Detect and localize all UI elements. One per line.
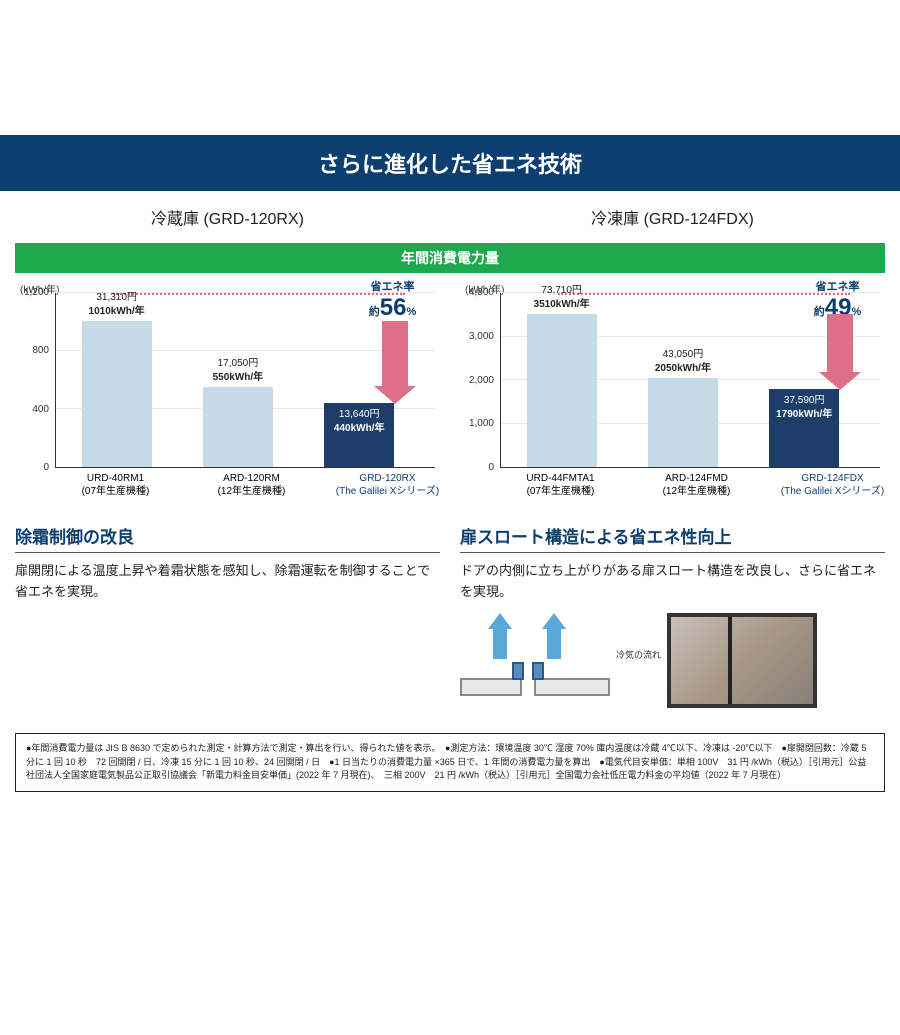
door-slot <box>534 678 610 696</box>
feature-2-heading: 扉スロート構造による省エネ性向上 <box>460 523 885 553</box>
x-label: URD-40RM1(07年生産機種) <box>63 472 168 498</box>
door-diagram <box>460 613 610 708</box>
y-tick-label: 3,000 <box>464 331 494 342</box>
chart-left-title: 冷蔵庫 (GRD-120RX) <box>15 191 440 243</box>
savings-badge: 省エネ率約56% <box>345 278 440 322</box>
y-tick-label: 1,000 <box>464 418 494 429</box>
footnote: ●年間消費電力量は JIS B 8630 で定められた測定・計算方法で測定・算出… <box>15 733 885 793</box>
chart-left: (kWh/年)31,310円1010kWh/年17,050円550kWh/年13… <box>15 283 440 503</box>
chart-right-title: 冷凍庫 (GRD-124FDX) <box>460 191 885 243</box>
bar: 31,310円1010kWh/年 <box>82 321 152 467</box>
x-label: ARD-120RM(12年生産機種) <box>199 472 304 498</box>
bar-value: 73,710円3510kWh/年 <box>527 284 597 312</box>
savings-arrow-icon <box>819 314 861 389</box>
door-ridge <box>512 662 524 680</box>
bar: 37,590円1790kWh/年 <box>769 389 839 467</box>
bar-value: 13,640円440kWh/年 <box>324 408 394 436</box>
y-tick-label: 0 <box>464 462 494 473</box>
y-tick-label: 400 <box>19 404 49 415</box>
feature-2: 扉スロート構造による省エネ性向上 ドアの内側に立ち上がりがある扉スロート構造を改… <box>460 523 885 708</box>
feature-1: 除霜制御の改良 扉開閉による温度上昇や着霜状態を感知し、除霜運転を制御することで… <box>15 523 440 708</box>
y-tick-label: 0 <box>19 462 49 473</box>
airflow-label: 冷気の流れ <box>616 648 661 661</box>
feature-1-heading: 除霜制御の改良 <box>15 523 440 553</box>
bar-value: 31,310円1010kWh/年 <box>82 291 152 319</box>
x-label: GRD-124FDX(The Galilei Xシリーズ) <box>780 472 885 498</box>
savings-arrow-icon <box>374 321 416 404</box>
feature-2-text: ドアの内側に立ち上がりがある扉スロート構造を改良し、さらに省エネを実現。 <box>460 561 885 603</box>
door-photo <box>667 613 817 708</box>
door-ridge <box>532 662 544 680</box>
y-tick-label: 2,000 <box>464 375 494 386</box>
feature-1-text: 扉開閉による温度上昇や着霜状態を感知し、除霜運転を制御することで省エネを実現。 <box>15 561 440 603</box>
y-tick-label: 1,200 <box>19 287 49 298</box>
chart-titles-row: 冷蔵庫 (GRD-120RX) 冷凍庫 (GRD-124FDX) <box>0 191 900 243</box>
x-label: GRD-120RX(The Galilei Xシリーズ) <box>335 472 440 498</box>
green-label: 年間消費電力量 <box>15 243 885 273</box>
bar-value: 43,050円2050kWh/年 <box>648 348 718 376</box>
x-label: ARD-124FMD(12年生産機種) <box>644 472 749 498</box>
bar-value: 17,050円550kWh/年 <box>203 357 273 385</box>
x-label: URD-44FMTA1(07年生産機種) <box>508 472 613 498</box>
bar-value: 37,590円1790kWh/年 <box>769 394 839 422</box>
airflow-arrow-icon <box>488 613 512 659</box>
airflow-arrow-icon <box>542 613 566 659</box>
bar: 17,050円550kWh/年 <box>203 387 273 467</box>
title-bar: さらに進化した省エネ技術 <box>0 135 900 191</box>
charts-row: (kWh/年)31,310円1010kWh/年17,050円550kWh/年13… <box>0 273 900 503</box>
chart-right: (kWh/年)73,710円3510kWh/年43,050円2050kWh/年3… <box>460 283 885 503</box>
y-tick-label: 800 <box>19 345 49 356</box>
bar: 13,640円440kWh/年 <box>324 403 394 467</box>
feature-2-diagrams: 冷気の流れ <box>460 613 885 708</box>
bar: 73,710円3510kWh/年 <box>527 314 597 467</box>
bar: 43,050円2050kWh/年 <box>648 378 718 467</box>
features-row: 除霜制御の改良 扉開閉による温度上昇や着霜状態を感知し、除霜運転を制御することで… <box>0 503 900 723</box>
door-slot <box>460 678 522 696</box>
y-tick-label: 4,000 <box>464 287 494 298</box>
